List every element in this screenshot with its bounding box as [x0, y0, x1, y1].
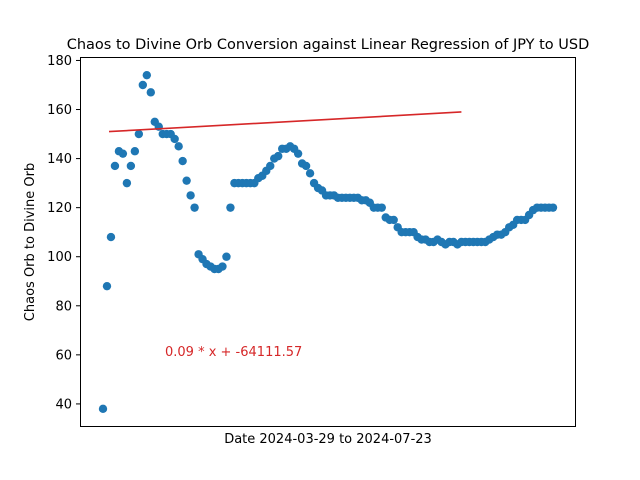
data-point — [142, 70, 152, 80]
data-point — [126, 161, 136, 171]
plot-frame — [80, 57, 576, 427]
data-point — [226, 203, 235, 212]
data-point — [305, 169, 315, 178]
y-tick-label: 140 — [47, 152, 72, 167]
data-point — [106, 232, 116, 242]
data-point — [190, 203, 199, 212]
scatter-points — [98, 70, 558, 414]
data-point — [174, 142, 183, 151]
chart-title: Chaos to Divine Orb Conversion against L… — [67, 37, 590, 53]
data-point — [170, 134, 179, 144]
y-tick-label: 120 — [47, 201, 72, 216]
data-point — [222, 252, 231, 261]
data-point — [138, 80, 148, 90]
data-point — [389, 215, 398, 225]
regression-line — [108, 111, 462, 133]
data-point — [266, 161, 275, 171]
data-point — [130, 147, 140, 156]
y-tick-label: 100 — [47, 250, 72, 265]
y-tick-label: 40 — [55, 397, 72, 412]
data-point — [102, 281, 112, 291]
data-point — [134, 129, 144, 139]
data-point — [218, 262, 227, 271]
y-axis-label: Chaos Orb to Divine Orb — [23, 163, 38, 321]
data-point — [118, 149, 128, 158]
data-point — [146, 88, 155, 97]
data-point — [98, 404, 108, 414]
y-axis-ticks: 40 60 80 100 120 140 160 180 — [47, 54, 80, 412]
data-point — [186, 191, 195, 200]
data-point — [122, 178, 132, 188]
data-point — [274, 151, 283, 161]
data-point — [377, 203, 386, 212]
data-point — [110, 161, 120, 171]
x-axis-label: Date 2024-03-29 to 2024-07-23 — [224, 432, 432, 447]
y-tick-label: 180 — [47, 54, 72, 69]
data-point — [301, 161, 311, 171]
data-point — [182, 176, 191, 185]
y-tick-label: 160 — [47, 103, 72, 118]
regression-equation-label: 0.09 * x + -64111.57 — [165, 345, 302, 360]
data-point — [178, 156, 187, 166]
data-point — [548, 203, 558, 212]
y-tick-label: 60 — [55, 348, 72, 363]
data-point — [293, 149, 303, 158]
y-tick-label: 80 — [55, 299, 72, 314]
